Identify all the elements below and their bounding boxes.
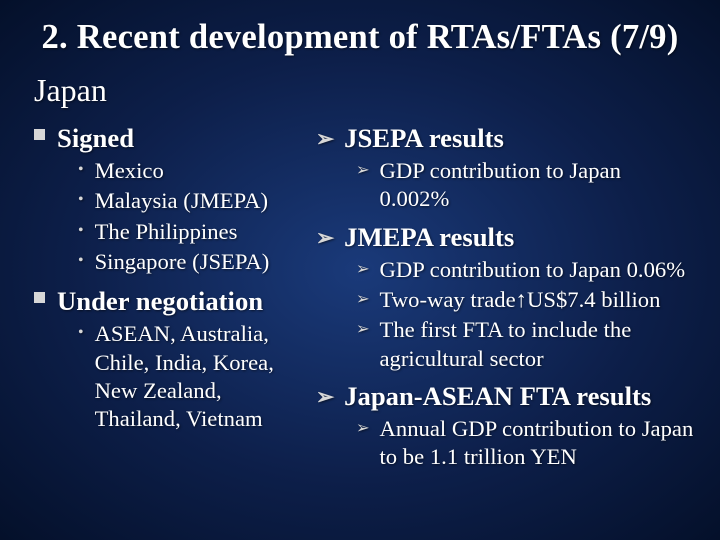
arrow-bullet-icon: ➢ xyxy=(356,160,370,180)
square-bullet-icon xyxy=(34,129,45,140)
right-column: ➢ JSEPA results ➢ GDP contribution to Ja… xyxy=(316,115,694,474)
list-item: ➢ Annual GDP contribution to Japan to be… xyxy=(356,415,694,472)
asean-heading: ➢ Japan-ASEAN FTA results xyxy=(316,381,694,412)
slide-title: 2. Recent development of RTAs/FTAs (7/9) xyxy=(34,18,686,58)
list-item: • The Philippines xyxy=(78,218,308,246)
item-text: The first FTA to include the agricultura… xyxy=(380,316,694,373)
arrow-bullet-icon: ➢ xyxy=(356,259,370,279)
list-item: • ASEAN, Australia, Chile, India, Korea,… xyxy=(78,320,308,433)
item-text: Annual GDP contribution to Japan to be 1… xyxy=(380,415,694,472)
list-item: • Malaysia (JMEPA) xyxy=(78,187,308,215)
arrow-bullet-icon: ➢ xyxy=(316,127,334,152)
two-columns: Signed • Mexico • Malaysia (JMEPA) • The… xyxy=(34,115,686,474)
heading-text: JSEPA results xyxy=(344,123,504,154)
arrow-bullet-icon: ➢ xyxy=(356,319,370,339)
arrow-bullet-icon: ➢ xyxy=(356,289,370,309)
arrow-bullet-icon: ➢ xyxy=(316,385,334,410)
arrow-bullet-icon: ➢ xyxy=(356,418,370,438)
square-bullet-icon xyxy=(34,292,45,303)
slide-subtitle: Japan xyxy=(34,72,686,109)
slide: 2. Recent development of RTAs/FTAs (7/9)… xyxy=(0,0,720,491)
item-text: Mexico xyxy=(95,157,164,185)
item-text: GDP contribution to Japan 0.002% xyxy=(380,157,694,214)
dot-bullet-icon: • xyxy=(78,251,84,271)
heading-text: Signed xyxy=(57,123,134,154)
item-text: Two-way trade↑US$7.4 billion xyxy=(380,286,661,314)
jsepa-heading: ➢ JSEPA results xyxy=(316,123,694,154)
heading-text: Japan-ASEAN FTA results xyxy=(344,381,651,412)
item-text: Malaysia (JMEPA) xyxy=(95,187,268,215)
item-text: GDP contribution to Japan 0.06% xyxy=(380,256,686,284)
dot-bullet-icon: • xyxy=(78,160,84,180)
heading-text: Under negotiation xyxy=(57,286,263,317)
jmepa-heading: ➢ JMEPA results xyxy=(316,222,694,253)
list-item: • Mexico xyxy=(78,157,308,185)
list-item: ➢ Two-way trade↑US$7.4 billion xyxy=(356,286,694,314)
item-text: The Philippines xyxy=(95,218,238,246)
list-item: • Singapore (JSEPA) xyxy=(78,248,308,276)
dot-bullet-icon: • xyxy=(78,323,84,343)
negotiation-heading: Under negotiation xyxy=(34,286,308,317)
signed-heading: Signed xyxy=(34,123,308,154)
list-item: ➢ GDP contribution to Japan 0.002% xyxy=(356,157,694,214)
item-text: Singapore (JSEPA) xyxy=(95,248,270,276)
heading-text: JMEPA results xyxy=(344,222,514,253)
list-item: ➢ GDP contribution to Japan 0.06% xyxy=(356,256,694,284)
dot-bullet-icon: • xyxy=(78,190,84,210)
item-text: ASEAN, Australia, Chile, India, Korea, N… xyxy=(95,320,308,433)
list-item: ➢ The first FTA to include the agricultu… xyxy=(356,316,694,373)
arrow-bullet-icon: ➢ xyxy=(316,226,334,251)
dot-bullet-icon: • xyxy=(78,221,84,241)
left-column: Signed • Mexico • Malaysia (JMEPA) • The… xyxy=(34,115,308,474)
